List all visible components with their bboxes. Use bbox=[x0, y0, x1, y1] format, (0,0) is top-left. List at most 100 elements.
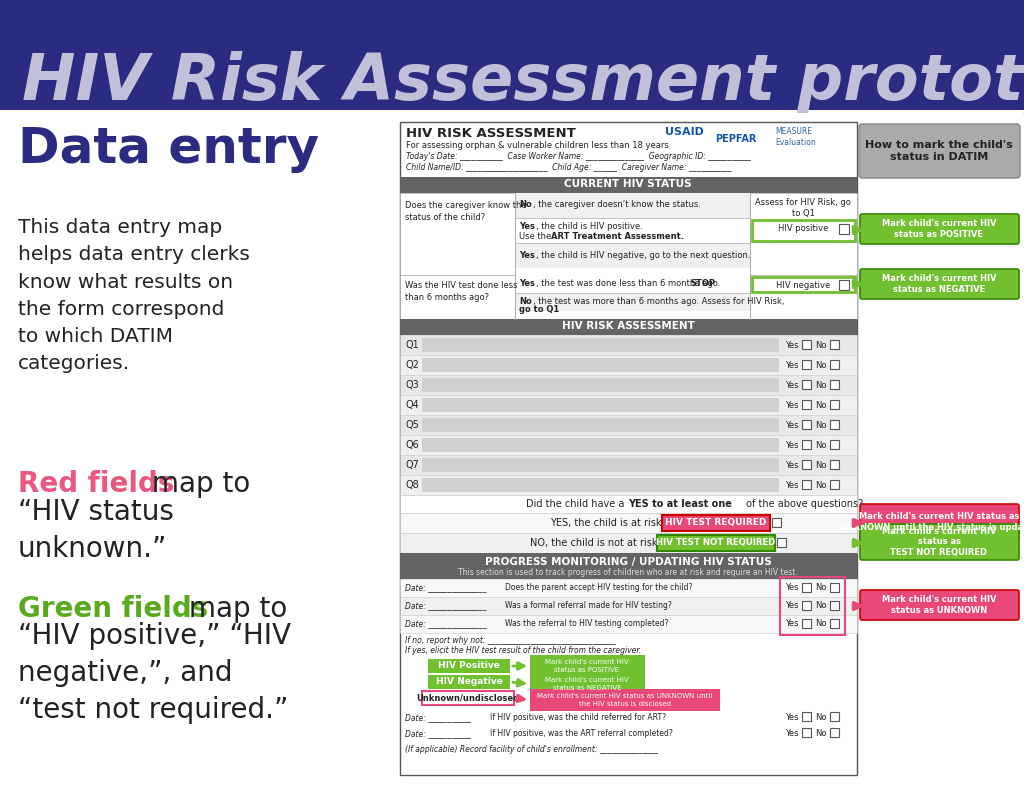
Bar bbox=[830, 480, 839, 489]
Text: For assessing orphan & vulnerable children less than 18 years: For assessing orphan & vulnerable childr… bbox=[406, 141, 669, 150]
Text: No: No bbox=[815, 480, 826, 490]
Text: ART Treatment Assessment.: ART Treatment Assessment. bbox=[551, 232, 684, 241]
Bar bbox=[839, 224, 849, 234]
Text: Q2: Q2 bbox=[406, 360, 419, 370]
Bar bbox=[400, 475, 857, 495]
Text: Child Name/ID: _____________________  Child Age: ______  Caregiver Name: _______: Child Name/ID: _____________________ Chi… bbox=[406, 163, 731, 172]
Bar bbox=[802, 380, 811, 389]
Text: If no, report why not: _________________________________: If no, report why not: _________________… bbox=[406, 636, 615, 645]
Text: , the child is HIV positive.: , the child is HIV positive. bbox=[536, 222, 643, 231]
Text: Q6: Q6 bbox=[406, 440, 419, 450]
Bar bbox=[662, 515, 770, 531]
Text: “HIV status
unknown.”: “HIV status unknown.” bbox=[18, 498, 174, 563]
Text: USAID: USAID bbox=[665, 127, 703, 137]
Text: , the test was done less than 6 months ago.: , the test was done less than 6 months a… bbox=[536, 279, 723, 288]
Bar bbox=[400, 122, 857, 775]
Text: Mark child's current HIV status as
UNKNOWN until the HIV status is updated: Mark child's current HIV status as UNKNO… bbox=[840, 512, 1024, 532]
Bar bbox=[515, 275, 750, 293]
Text: Yes: Yes bbox=[785, 584, 799, 592]
Bar bbox=[422, 478, 779, 492]
Bar bbox=[400, 355, 857, 375]
Text: HIV negative: HIV negative bbox=[776, 281, 830, 290]
Bar bbox=[830, 380, 839, 389]
Text: Mark child's current HIV
status as
TEST NOT REQUIRED: Mark child's current HIV status as TEST … bbox=[882, 527, 996, 557]
Bar bbox=[422, 458, 779, 472]
Text: HIV RISK ASSESSMENT: HIV RISK ASSESSMENT bbox=[406, 127, 575, 140]
FancyBboxPatch shape bbox=[860, 269, 1019, 299]
Bar bbox=[400, 495, 857, 513]
Text: Yes: Yes bbox=[785, 729, 799, 738]
Bar bbox=[830, 360, 839, 369]
Text: Does the parent accept HIV testing for the child?: Does the parent accept HIV testing for t… bbox=[505, 584, 692, 592]
Text: Did the child have a: Did the child have a bbox=[526, 499, 628, 509]
Bar bbox=[802, 420, 811, 429]
Text: Yes: Yes bbox=[519, 222, 535, 231]
Text: Data entry: Data entry bbox=[18, 125, 319, 173]
Text: Q7: Q7 bbox=[406, 460, 419, 470]
Text: Was the referral to HIV testing completed?: Was the referral to HIV testing complete… bbox=[505, 619, 669, 629]
Bar bbox=[400, 375, 857, 395]
Bar bbox=[400, 275, 857, 319]
Bar bbox=[515, 193, 750, 218]
Bar bbox=[400, 335, 857, 355]
Bar bbox=[422, 691, 514, 705]
Bar bbox=[802, 340, 811, 349]
Bar bbox=[428, 659, 510, 673]
Text: HIV Positive: HIV Positive bbox=[438, 661, 500, 671]
Bar bbox=[802, 728, 811, 737]
Text: “HIV positive,” “HIV
negative,”, and
“test not required.”: “HIV positive,” “HIV negative,”, and “te… bbox=[18, 622, 291, 724]
FancyBboxPatch shape bbox=[859, 124, 1020, 178]
Bar bbox=[830, 583, 839, 592]
Text: No: No bbox=[815, 421, 826, 430]
Bar bbox=[802, 583, 811, 592]
Bar bbox=[530, 689, 720, 711]
FancyBboxPatch shape bbox=[860, 590, 1019, 620]
Text: Mark child's current HIV status as UNKNOWN until
the HIV status is disclosed: Mark child's current HIV status as UNKNO… bbox=[538, 694, 713, 706]
Bar bbox=[400, 597, 857, 615]
Text: Date: _______________: Date: _______________ bbox=[406, 601, 486, 611]
Bar bbox=[400, 533, 857, 553]
Bar bbox=[400, 177, 857, 193]
Bar bbox=[802, 480, 811, 489]
Bar bbox=[400, 615, 857, 633]
Text: go to Q1: go to Q1 bbox=[519, 305, 559, 314]
Text: Green fields: Green fields bbox=[18, 595, 208, 623]
Text: Yes: Yes bbox=[785, 441, 799, 449]
Bar bbox=[802, 360, 811, 369]
Bar bbox=[752, 220, 855, 241]
Text: , the caregiver doesn’t know the status.: , the caregiver doesn’t know the status. bbox=[534, 200, 700, 209]
Text: HIV Risk Assessment prototype: HIV Risk Assessment prototype bbox=[22, 51, 1024, 113]
Text: This section is used to track progress of children who are at risk and require a: This section is used to track progress o… bbox=[458, 568, 798, 577]
Text: No: No bbox=[815, 380, 826, 389]
Text: PEPFAR: PEPFAR bbox=[715, 134, 757, 144]
Bar bbox=[515, 218, 750, 243]
Text: Date: _______________: Date: _______________ bbox=[406, 584, 486, 592]
Text: Was the HIV test done less
than 6 months ago?: Was the HIV test done less than 6 months… bbox=[406, 281, 517, 302]
Bar bbox=[400, 553, 857, 579]
Text: Use the: Use the bbox=[519, 232, 554, 241]
Text: HIV TEST NOT REQUIRED: HIV TEST NOT REQUIRED bbox=[656, 539, 776, 547]
Bar bbox=[802, 460, 811, 469]
Bar bbox=[839, 280, 849, 290]
Text: Q8: Q8 bbox=[406, 480, 419, 490]
Text: Does the caregiver know the
status of the child?: Does the caregiver know the status of th… bbox=[406, 201, 526, 221]
Text: Was a formal referral made for HIV testing?: Was a formal referral made for HIV testi… bbox=[505, 601, 672, 611]
Text: (If applicable) Record facility of child's enrollment: _______________: (If applicable) Record facility of child… bbox=[406, 745, 658, 754]
Bar bbox=[802, 619, 811, 628]
Text: No: No bbox=[519, 297, 531, 306]
Bar bbox=[400, 319, 857, 335]
Bar bbox=[400, 193, 857, 275]
Text: No: No bbox=[815, 619, 826, 629]
Text: HIV RISK ASSESSMENT: HIV RISK ASSESSMENT bbox=[561, 321, 694, 331]
Text: No: No bbox=[815, 441, 826, 449]
Bar bbox=[400, 455, 857, 475]
Text: HIV positive: HIV positive bbox=[778, 224, 828, 233]
Bar bbox=[752, 277, 855, 292]
Bar bbox=[0, 0, 1024, 110]
Bar bbox=[0, 110, 1024, 791]
Bar bbox=[400, 415, 857, 435]
Text: map to: map to bbox=[180, 595, 288, 623]
Text: Yes: Yes bbox=[519, 279, 535, 288]
Text: Assess for HIV Risk, go
to Q1: Assess for HIV Risk, go to Q1 bbox=[755, 198, 851, 218]
Text: STOP: STOP bbox=[690, 279, 715, 288]
